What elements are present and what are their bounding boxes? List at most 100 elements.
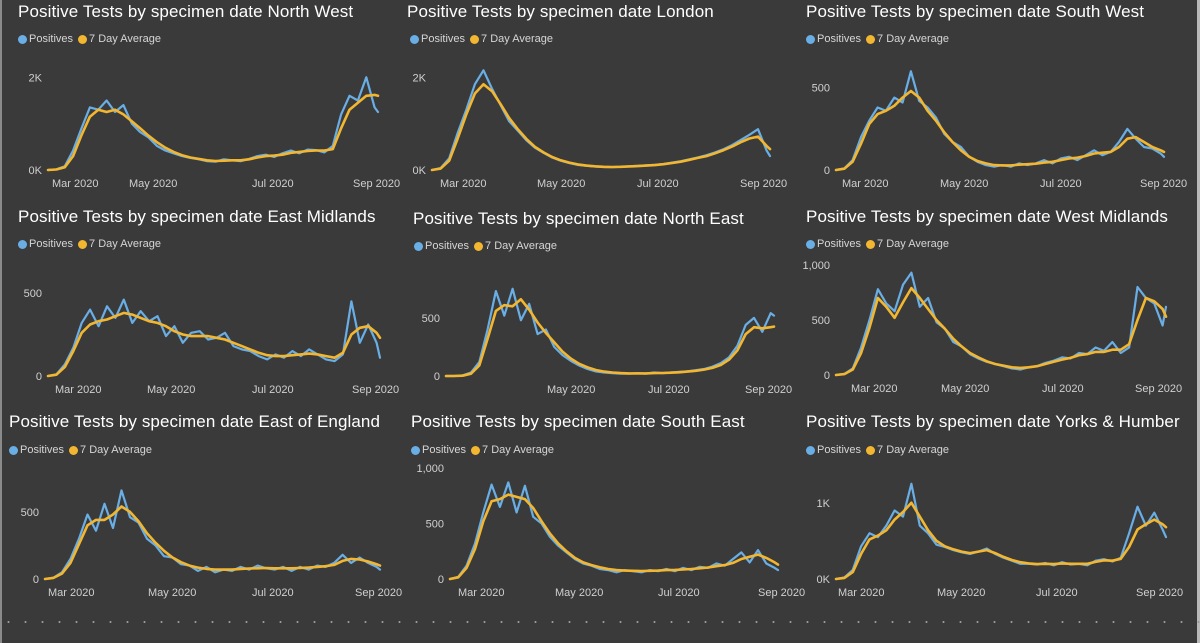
series-line-7-day-average[interactable] (444, 297, 776, 378)
series-line-7-day-average[interactable] (448, 493, 780, 581)
chart-legend: Positives 7 Day Average (410, 33, 558, 45)
legend-label: Positives (29, 33, 74, 45)
legend-item-positives[interactable]: Positives (806, 238, 861, 250)
y-tick-label: 1K (817, 498, 831, 510)
x-tick-label: Jul 2020 (658, 587, 700, 599)
series-line-positives[interactable] (46, 298, 382, 378)
legend-item-positives[interactable]: Positives (410, 33, 465, 45)
x-tick-label: Mar 2020 (48, 587, 94, 599)
legend-item-7-day-average[interactable]: 7 Day Average (866, 238, 949, 250)
legend-item-positives[interactable]: Positives (806, 33, 861, 45)
x-tick-label: May 2020 (555, 587, 603, 599)
series-line-positives[interactable] (444, 287, 776, 378)
legend-item-positives[interactable]: Positives (411, 444, 466, 456)
legend-item-7-day-average[interactable]: 7 Day Average (474, 240, 557, 252)
legend-label: Positives (20, 444, 65, 456)
chart-title: Positive Tests by specimen date North We… (18, 2, 354, 21)
series-line-7-day-average[interactable] (430, 82, 772, 172)
x-tick-label: May 2020 (937, 587, 985, 599)
legend-dot-icon (806, 34, 815, 44)
legend-item-7-day-average[interactable]: 7 Day Average (78, 238, 161, 250)
y-tick-label: 2K (413, 72, 427, 84)
series-line-positives[interactable] (43, 489, 382, 581)
legend-label: 7 Day Average (481, 33, 553, 45)
legend-label: 7 Day Average (80, 444, 152, 456)
chart-title: Positive Tests by specimen date West Mid… (806, 207, 1168, 226)
x-tick-label: May 2020 (129, 178, 177, 190)
legend-label: 7 Day Average (485, 240, 557, 252)
y-tick-label: 500 (426, 519, 444, 531)
legend-dot-icon (9, 445, 18, 455)
x-tick-label: Sep 2020 (355, 587, 402, 599)
series-line-7-day-average[interactable] (834, 89, 1166, 172)
x-tick-label: May 2020 (940, 178, 988, 190)
series-line-positives[interactable] (834, 271, 1168, 377)
legend-item-7-day-average[interactable]: 7 Day Average (866, 33, 949, 45)
x-tick-label: Jul 2020 (1036, 587, 1078, 599)
legend-dot-icon (78, 34, 88, 44)
legend-item-7-day-average[interactable]: 7 Day Average (471, 444, 554, 456)
y-tick-label: 1,000 (416, 463, 444, 475)
x-tick-label: Mar 2020 (851, 383, 897, 395)
window-left-border (0, 0, 2, 643)
legend-item-positives[interactable]: Positives (414, 240, 469, 252)
legend-label: Positives (817, 33, 862, 45)
legend-item-7-day-average[interactable]: 7 Day Average (69, 444, 152, 456)
y-tick-label: 500 (812, 315, 830, 327)
series-line-positives[interactable] (430, 69, 772, 172)
series-line-positives[interactable] (834, 70, 1166, 172)
x-tick-label: Mar 2020 (440, 178, 486, 190)
legend-item-positives[interactable]: Positives (18, 238, 73, 250)
legend-item-7-day-average[interactable]: 7 Day Average (470, 33, 553, 45)
y-tick-label: 0 (438, 574, 444, 586)
legend-label: 7 Day Average (877, 238, 949, 250)
x-tick-label: Sep 2020 (1135, 383, 1182, 395)
series-line-7-day-average[interactable] (46, 93, 380, 172)
series-line-positives[interactable] (46, 76, 380, 172)
chart-title: Positive Tests by specimen date Yorks & … (806, 412, 1180, 431)
series-line-7-day-average[interactable] (834, 286, 1168, 377)
chart-title: Positive Tests by specimen date South We… (806, 2, 1145, 21)
chart-legend: Positives 7 Day Average (18, 33, 166, 45)
legend-dot-icon (69, 445, 79, 455)
y-tick-label: 0K (413, 165, 427, 177)
legend-dot-icon (806, 239, 815, 249)
legend-dot-icon (18, 239, 27, 249)
x-tick-label: May 2020 (547, 384, 595, 396)
series-line-7-day-average[interactable] (834, 501, 1168, 581)
y-tick-label: 1,000 (802, 260, 830, 272)
series-line-positives[interactable] (448, 481, 780, 581)
legend-item-7-day-average[interactable]: 7 Day Average (78, 33, 161, 45)
legend-dot-icon (78, 239, 88, 249)
legend-item-7-day-average[interactable]: 7 Day Average (866, 444, 949, 456)
y-tick-label: 0 (36, 371, 42, 383)
series-line-positives[interactable] (834, 482, 1168, 581)
legend-label: Positives (422, 444, 467, 456)
y-tick-label: 2K (29, 72, 43, 84)
legend-dot-icon (411, 445, 420, 455)
x-tick-label: May 2020 (148, 587, 196, 599)
chart-legend: Positives 7 Day Average (806, 238, 954, 250)
series-line-7-day-average[interactable] (43, 505, 382, 581)
legend-item-positives[interactable]: Positives (18, 33, 73, 45)
x-tick-label: Jul 2020 (252, 178, 294, 190)
series-line-7-day-average[interactable] (46, 311, 382, 378)
legend-item-positives[interactable]: Positives (806, 444, 861, 456)
legend-dot-icon (18, 34, 27, 44)
legend-item-positives[interactable]: Positives (9, 444, 64, 456)
chart-title: Positive Tests by specimen date North Ea… (413, 209, 744, 228)
legend-label: 7 Day Average (89, 33, 161, 45)
x-tick-label: Sep 2020 (745, 384, 792, 396)
y-tick-label: 0 (434, 371, 440, 383)
legend-dot-icon (410, 34, 419, 44)
y-tick-label: 500 (24, 288, 42, 300)
y-tick-label: 500 (812, 83, 830, 95)
chart-title: Positive Tests by specimen date South Ea… (411, 412, 745, 431)
